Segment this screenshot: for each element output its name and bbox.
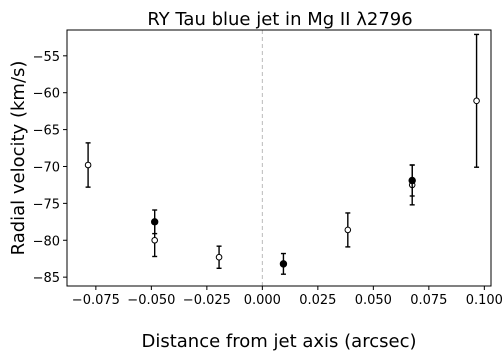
chart-title: RY Tau blue jet in Mg II λ2796 [147,9,412,30]
plot-frame [66,29,492,287]
x-tick-label: −0.050 [127,293,175,308]
filled-marker [150,218,159,226]
open-marker [151,236,158,244]
data-point [344,212,352,248]
data-point [408,164,416,197]
filled-marker [279,260,288,268]
x-tick-label: 0.100 [466,293,503,308]
open-marker [215,253,223,261]
y-tick-label: −55 [33,50,60,65]
open-marker [344,226,352,234]
x-tick-label: 0.050 [355,293,392,308]
y-tick-label: −75 [33,197,60,212]
y-tick-label: −85 [33,271,60,286]
open-marker [84,161,92,169]
open-marker [473,97,480,105]
x-tick-label: 0.025 [299,293,336,308]
x-tick-label: 0.075 [410,293,447,308]
y-axis-label: Radial velocity (km/s) [8,61,29,256]
data-point [473,33,480,168]
data-point [279,252,288,275]
y-tick-label: −65 [33,124,60,139]
x-axis-label: Distance from jet axis (arcsec) [141,331,416,352]
x-tick-label: −0.025 [183,293,231,308]
data-point [84,142,92,188]
x-tick-label: 0.000 [244,293,281,308]
y-tick-label: −60 [33,87,60,102]
y-tick-label: −70 [33,160,60,175]
filled-marker [408,176,416,185]
data-point [215,245,223,269]
axes-ticks: −0.075 −0.050 −0.025 0.000 0.025 0.050 0.075 0.… [33,50,503,308]
y-tick-label: −80 [33,234,60,249]
data-point [150,209,159,235]
x-tick-label: −0.075 [72,293,120,308]
plot-area [84,30,480,286]
